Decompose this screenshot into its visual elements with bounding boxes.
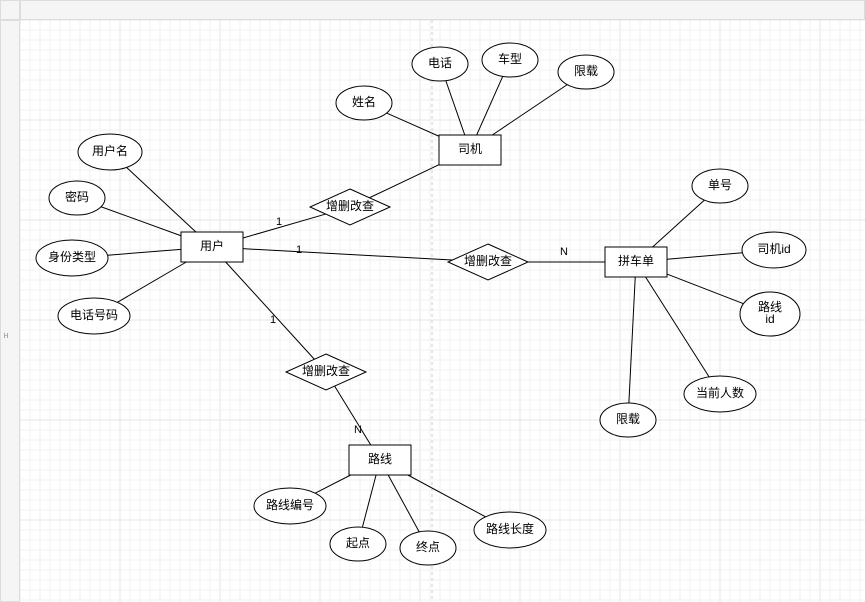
attribute-label: 密码 (65, 189, 89, 204)
ruler-left (0, 20, 20, 602)
cardinality-label: 1 (296, 244, 302, 256)
entities: 用户 司机拼车单路线 (181, 135, 667, 475)
attribute-ord_rtid[interactable]: 路线id (740, 292, 800, 336)
edge (387, 113, 439, 136)
entity-label: 司机 (458, 142, 482, 156)
relationship-label: 增删改查 (302, 364, 350, 378)
edge (667, 274, 743, 304)
attribute-drv_model[interactable]: 车型 (482, 43, 538, 77)
attribute-label: 起点 (346, 536, 370, 550)
entity-label: 路线 (368, 451, 392, 466)
attribute-label: 用户名 (92, 143, 128, 158)
edge (117, 262, 186, 302)
attribute-user_name[interactable]: 用户名 (78, 134, 142, 170)
ruler-top (20, 0, 865, 20)
attribute-label: 姓名 (352, 94, 376, 109)
attribute-ord_limit[interactable]: 限载 (600, 403, 656, 437)
cardinality-label: N (560, 246, 568, 258)
entity-user[interactable]: 用户 (181, 232, 243, 262)
attribute-ord_drvid[interactable]: 司机id (742, 232, 806, 268)
cardinality-label: 1 (276, 216, 282, 228)
attribute-label: 路线长度 (486, 521, 534, 536)
attribute-user_phone[interactable]: 电话号码 (58, 298, 130, 334)
edge (362, 475, 376, 527)
edge (101, 207, 181, 236)
attribute-rt_no[interactable]: 路线编号 (254, 488, 326, 524)
attribute-user_pwd[interactable]: 密码 (49, 181, 105, 215)
relationship-label: 增删改查 (326, 199, 374, 213)
attribute-label: 终点 (416, 539, 440, 554)
entity-label: 用户 (200, 238, 224, 253)
entity-label: 拼车单 (618, 253, 654, 268)
attribute-label: 身份类型 (48, 249, 96, 264)
diagram-canvas[interactable]: н 1N1N1N用户司机拼车单路线增删改查增删改查增删改查用户名密码身份类型电话… (0, 0, 865, 602)
edge (667, 253, 742, 260)
cardinality-label: N (354, 424, 362, 436)
attribute-label: 电话 (428, 56, 452, 70)
attribute-drv_name[interactable]: 姓名 (336, 86, 392, 120)
attribute-label: 单号 (708, 178, 732, 192)
entity-route[interactable]: 路线 (349, 445, 411, 475)
grid (20, 20, 865, 602)
attribute-user_idtype[interactable]: 身份类型 (36, 240, 108, 276)
attribute-drv_limit[interactable]: 限载 (558, 55, 614, 89)
attribute-label: 司机id (757, 242, 790, 256)
edge (446, 81, 465, 135)
attribute-label: 路线编号 (266, 497, 314, 512)
ruler-handle-icon: н (1, 330, 11, 340)
edge (243, 214, 326, 238)
attribute-label: 限载 (574, 64, 598, 78)
entity-driver[interactable]: 司机 (439, 135, 501, 165)
edge (388, 475, 419, 532)
attribute-rt_start[interactable]: 起点 (330, 527, 386, 561)
relationship-r_user_route[interactable]: 增删改查 (286, 354, 366, 390)
attribute-label: 电话号码 (70, 308, 118, 322)
relationship-label: 增删改查 (464, 254, 512, 268)
attribute-label: 限载 (616, 412, 640, 426)
ruler-corner (0, 0, 20, 20)
entity-order[interactable]: 拼车单 (605, 247, 667, 277)
attribute-label: 当前人数 (696, 385, 744, 400)
cardinality-label: 1 (270, 314, 276, 326)
attribute-rt_len[interactable]: 路线长度 (474, 512, 546, 548)
attribute-drv_phone[interactable]: 电话 (412, 47, 468, 81)
attribute-rt_end[interactable]: 终点 (400, 531, 456, 565)
attribute-ord_no[interactable]: 单号 (692, 169, 748, 203)
attribute-ord_curr[interactable]: 当前人数 (684, 376, 756, 412)
attribute-label: 车型 (498, 51, 522, 66)
diagram-svg: 1N1N1N用户司机拼车单路线增删改查增删改查增删改查用户名密码身份类型电话号码… (0, 0, 865, 602)
edges: 1N1N1N (101, 76, 743, 531)
